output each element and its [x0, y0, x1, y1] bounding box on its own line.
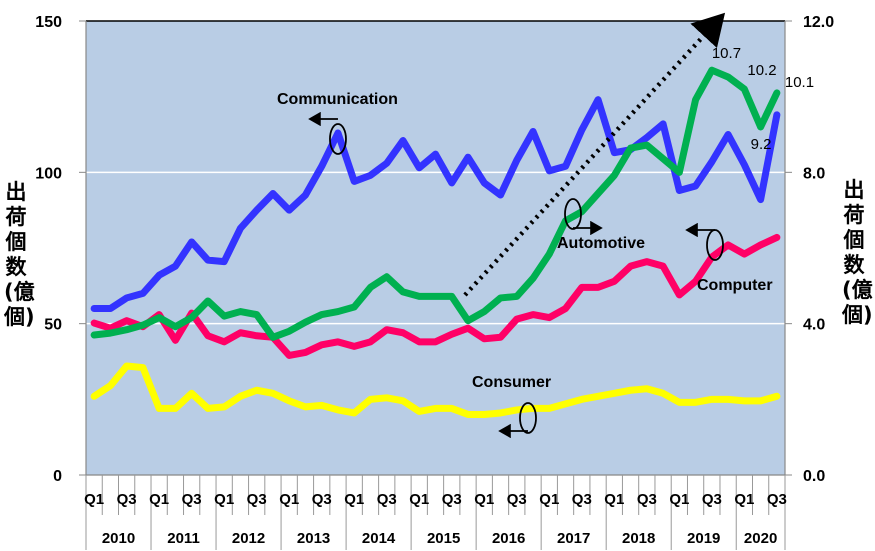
quarter-label: Q1	[149, 491, 169, 508]
series-line-automotive	[90, 66, 781, 341]
data-label: 10.1	[785, 74, 814, 91]
right-tick-label: 4.0	[803, 317, 825, 334]
quarter-label: Q1	[474, 491, 494, 508]
year-label: 2019	[687, 530, 720, 547]
left-tick-label: 0	[53, 468, 62, 485]
series-annotation: Automotive	[557, 235, 645, 252]
annotation-ellipse	[519, 402, 537, 434]
quarter-label: Q1	[344, 491, 364, 508]
left-tick-label: 100	[35, 165, 62, 182]
quarter-label: Q3	[117, 491, 137, 508]
series-line-computer	[90, 233, 781, 359]
quarter-label: Q1	[279, 491, 299, 508]
quarter-label: Q3	[702, 491, 722, 508]
year-label: 2014	[362, 530, 396, 547]
series-annotation: Computer	[697, 277, 773, 294]
right-tick-label: 0.0	[803, 468, 825, 485]
left-tick-label: 150	[35, 14, 62, 31]
year-label: 2018	[622, 530, 655, 547]
year-label: 2013	[297, 530, 330, 547]
series-line-consumer	[90, 362, 781, 418]
trend-arrow-icon	[463, 12, 726, 297]
left-tick-label: 50	[44, 317, 62, 334]
data-label: 9.2	[751, 136, 772, 153]
quarter-label: Q1	[539, 491, 559, 508]
annotation-ellipse	[564, 198, 582, 230]
quarter-label: Q3	[507, 491, 527, 508]
right-tick-label: 8.0	[803, 165, 825, 182]
year-label: 2015	[427, 530, 460, 547]
quarter-label: Q1	[604, 491, 624, 508]
year-label: 2017	[557, 530, 590, 547]
quarter-label: Q3	[572, 491, 592, 508]
series-annotation: Communication	[277, 91, 398, 108]
annotation-ellipse	[329, 123, 347, 155]
quarter-label: Q3	[182, 491, 202, 508]
series-line-communication	[90, 96, 781, 313]
data-label: 10.2	[747, 62, 776, 79]
quarter-label: Q3	[247, 491, 267, 508]
quarter-label: Q1	[409, 491, 429, 508]
quarter-label: Q1	[84, 491, 104, 508]
quarter-label: Q1	[669, 491, 689, 508]
quarter-label: Q3	[767, 491, 787, 508]
year-label: 2012	[232, 530, 265, 547]
year-label: 2010	[102, 530, 135, 547]
right-tick-label: 12.0	[803, 14, 834, 31]
year-label: 2016	[492, 530, 525, 547]
data-label: 10.7	[712, 45, 741, 62]
quarter-label: Q3	[637, 491, 657, 508]
quarter-label: Q3	[312, 491, 332, 508]
year-label: 2020	[744, 530, 777, 547]
quarter-label: Q3	[377, 491, 397, 508]
series-annotation: Consumer	[472, 374, 551, 391]
quarter-label: Q3	[442, 491, 462, 508]
quarter-label: Q1	[214, 491, 234, 508]
quarter-label: Q1	[734, 491, 754, 508]
year-label: 2011	[167, 530, 200, 547]
